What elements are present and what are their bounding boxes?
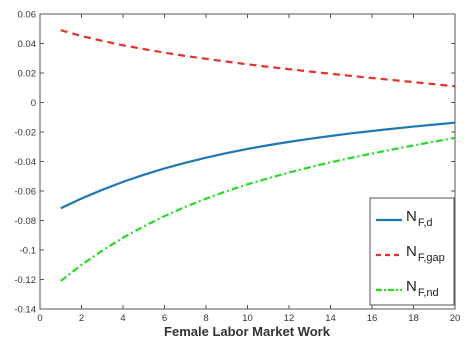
x-tick-label: 16: [367, 313, 378, 324]
y-tick-label: -0.04: [14, 157, 36, 168]
x-tick-label: 18: [408, 313, 419, 324]
legend-box: [369, 197, 455, 306]
x-axis-title: Female Labor Market Work: [164, 324, 331, 339]
x-tick-label: 14: [325, 313, 336, 324]
x-tick-label: 10: [242, 313, 253, 324]
series-line-3: [60, 136, 456, 282]
x-tick-label: 20: [450, 313, 461, 324]
legend: NF,d NF,gap NF,nd: [369, 197, 455, 306]
axis-layer: 0 2 4 6 8 10 12 14 16 18 20 0.06 0.04 0.02 0 -0.02 -0.04…: [14, 10, 460, 325]
x-tick-label: 8: [203, 313, 208, 324]
y-tick-label: -0.06: [14, 187, 36, 198]
x-tick-label: 6: [162, 313, 167, 324]
x-tick-label: 0: [37, 313, 42, 324]
legend-label-2: NF,gap: [406, 243, 445, 264]
legend-label-3: NF,nd: [406, 278, 439, 299]
y-tick-label: -0.02: [14, 128, 36, 139]
series-layer: [60, 29, 456, 282]
legend-label-1: NF,d: [406, 208, 433, 229]
y-tick-label: -0.12: [14, 275, 36, 286]
x-tick-label: 4: [120, 313, 125, 324]
x-tick-label: 12: [284, 313, 295, 324]
y-tick-label: 0: [31, 98, 36, 109]
y-tick-label: 0.06: [18, 10, 37, 21]
y-tick-label: -0.08: [14, 216, 36, 227]
series-line-1: [60, 121, 456, 210]
y-tick-label: 0.02: [18, 69, 37, 80]
x-tick-label: 2: [79, 313, 84, 324]
y-tick-label: -0.14: [14, 305, 36, 316]
y-tick-label: -0.1: [20, 246, 36, 257]
y-tick-label: 0.04: [18, 39, 37, 50]
